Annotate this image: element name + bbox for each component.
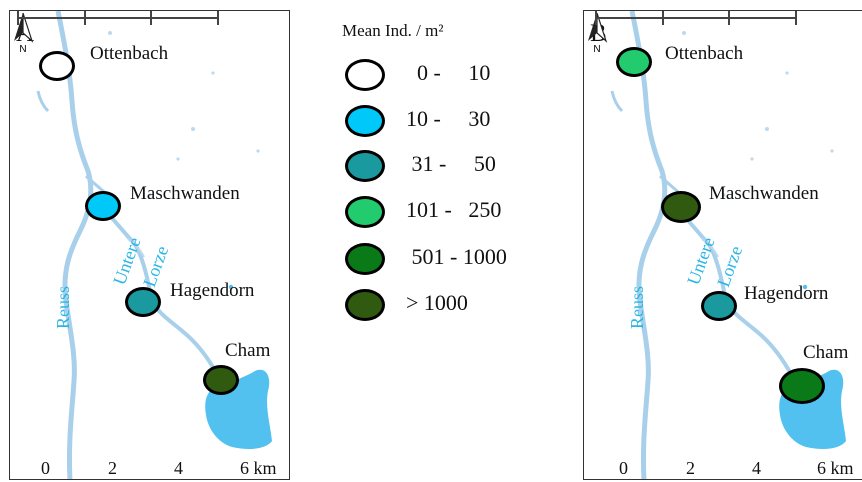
north-arrow-icon: N bbox=[588, 12, 608, 55]
north-letter: N bbox=[593, 44, 600, 55]
site-dot-cham bbox=[203, 365, 239, 395]
legend-swatch bbox=[345, 196, 385, 228]
legend-label: 31 - 50 bbox=[406, 151, 496, 176]
legend-swatch bbox=[345, 150, 385, 182]
scale-tick-2: 2 bbox=[108, 458, 117, 478]
site-dot-maschwanden bbox=[661, 191, 701, 223]
legend-swatch bbox=[345, 289, 385, 321]
reuss-river bbox=[629, 11, 668, 479]
legend-row: 101 - 250 bbox=[336, 193, 556, 229]
legend-row: 0 - 10 bbox=[336, 56, 556, 92]
scale-tick-2: 2 bbox=[686, 458, 695, 478]
site-dot-ottenbach bbox=[616, 47, 652, 77]
map-panel-a: A N Ottenbach Maschwanden Hagendorn Cham… bbox=[9, 10, 290, 480]
site-label-cham: Cham bbox=[225, 340, 271, 361]
legend-row: 10 - 30 bbox=[336, 102, 556, 138]
site-dot-ottenbach bbox=[39, 51, 75, 81]
map-panel-b: B N Ottenbach Maschwanden Hagendorn Cham… bbox=[583, 10, 862, 480]
legend-row: 501 - 1000 bbox=[336, 240, 556, 276]
site-label-hagendorn: Hagendorn bbox=[170, 280, 255, 301]
map-base bbox=[610, 11, 846, 479]
site-dot-hagendorn bbox=[125, 287, 161, 317]
legend-label: 10 - 30 bbox=[406, 106, 491, 131]
legend-title: Mean Ind. / m² bbox=[342, 21, 444, 40]
map-base bbox=[36, 11, 272, 479]
site-dot-hagendorn bbox=[701, 291, 737, 321]
scale-tick-4: 4 bbox=[752, 458, 761, 478]
scale-bar bbox=[595, 11, 797, 25]
legend-label: 101 - 250 bbox=[406, 197, 502, 222]
legend-label: 0 - 10 bbox=[406, 60, 491, 85]
scale-tick-6: 6 km bbox=[240, 458, 277, 478]
scale-tick-6: 6 km bbox=[817, 458, 854, 478]
site-label-maschwanden: Maschwanden bbox=[709, 183, 819, 204]
river-label-reuss: Reuss bbox=[627, 285, 647, 329]
scale-tick-4: 4 bbox=[174, 458, 183, 478]
site-dot-cham bbox=[779, 368, 825, 404]
site-label-ottenbach: Ottenbach bbox=[665, 43, 744, 64]
legend: Mean Ind. / m² 0 - 10 10 - 30 31 - 50 10… bbox=[336, 14, 556, 334]
legend-swatch bbox=[345, 59, 385, 91]
scale-tick-0: 0 bbox=[619, 458, 628, 478]
scale-bar bbox=[17, 11, 219, 25]
legend-label: > 1000 bbox=[406, 290, 468, 315]
site-label-cham: Cham bbox=[803, 342, 849, 363]
legend-swatch bbox=[345, 105, 385, 137]
north-arrow-icon: N bbox=[14, 12, 34, 55]
river-label-reuss: Reuss bbox=[53, 285, 73, 329]
site-label-ottenbach: Ottenbach bbox=[90, 43, 169, 64]
reuss-river bbox=[55, 11, 94, 479]
site-label-hagendorn: Hagendorn bbox=[744, 283, 829, 304]
scale-tick-0: 0 bbox=[41, 458, 50, 478]
legend-row: 31 - 50 bbox=[336, 147, 556, 183]
legend-swatch bbox=[345, 243, 385, 275]
legend-row: > 1000 bbox=[336, 286, 556, 322]
site-label-maschwanden: Maschwanden bbox=[130, 183, 240, 204]
north-letter: N bbox=[19, 44, 26, 55]
site-dot-maschwanden bbox=[85, 191, 121, 221]
legend-label: 501 - 1000 bbox=[406, 244, 507, 269]
